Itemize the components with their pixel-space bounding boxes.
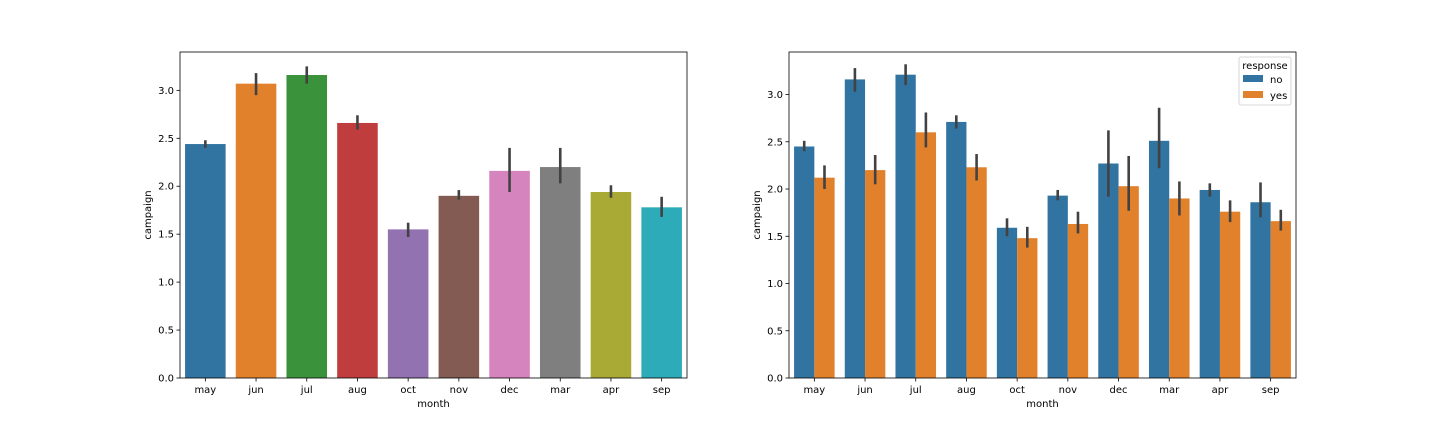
bar-yes-sep xyxy=(1270,221,1291,378)
bar-dec xyxy=(489,170,530,378)
bar-group xyxy=(185,75,682,378)
legend: response no yes xyxy=(1238,56,1292,106)
y-tick-label: 3.0 xyxy=(767,90,783,101)
bar-yes-dec xyxy=(1118,186,1139,378)
error-bar-group xyxy=(802,64,1283,248)
y-tick-label: 1.0 xyxy=(767,279,783,290)
x-tick-label: jun xyxy=(247,385,263,396)
bar-oct xyxy=(387,229,429,378)
error-bar-group xyxy=(204,66,663,238)
bar-no-mar xyxy=(1148,140,1170,378)
bar-yes-apr xyxy=(1219,211,1241,378)
bar-yes-may xyxy=(814,177,835,378)
x-axis-ticks: may jun jul aug oct nov dec mar apr sep xyxy=(194,378,671,396)
y-tick-label: 0.0 xyxy=(767,374,783,385)
x-tick-label: nov xyxy=(450,385,468,396)
chart-campaign-by-month-and-response: 0.0 0.5 1.0 1.5 2.0 2.5 3.0 may jun jul aug oct nov… xyxy=(752,51,1297,410)
y-tick-label: 2.5 xyxy=(767,137,783,148)
plot-frame xyxy=(179,51,688,379)
x-tick-label: may xyxy=(194,385,216,396)
plot-frame xyxy=(788,51,1297,379)
legend-swatch-no xyxy=(1243,75,1263,82)
bar-no-jul xyxy=(895,74,916,379)
bar-yes-mar xyxy=(1169,198,1190,378)
y-tick-label: 0.5 xyxy=(158,326,174,337)
y-tick-label: 1.5 xyxy=(158,230,174,241)
bar-jun xyxy=(235,83,277,378)
bar-yes-jul xyxy=(915,132,937,378)
y-axis-label: campaign xyxy=(143,190,154,239)
y-axis-ticks: 0.0 0.5 1.0 1.5 2.0 2.5 3.0 xyxy=(767,90,789,385)
bar-no-aug xyxy=(946,121,967,379)
x-tick-label: apr xyxy=(1212,385,1229,396)
x-tick-label: may xyxy=(803,385,825,396)
y-axis-label: campaign xyxy=(752,190,763,239)
y-tick-label: 2.0 xyxy=(767,185,783,196)
legend-title: response xyxy=(1242,61,1287,72)
bar-no-dec xyxy=(1098,163,1119,378)
y-tick-label: 2.0 xyxy=(158,182,174,193)
y-axis-ticks: 0.0 0.5 1.0 1.5 2.0 2.5 3.0 xyxy=(158,86,180,385)
bar-apr xyxy=(590,191,632,378)
x-tick-label: jul xyxy=(300,385,313,396)
x-tick-label: sep xyxy=(653,385,671,396)
x-tick-label: sep xyxy=(1262,385,1280,396)
y-tick-label: 1.5 xyxy=(767,232,783,243)
bar-group xyxy=(794,74,1291,379)
bar-may xyxy=(185,144,226,378)
x-axis-ticks: may jun jul aug oct nov dec mar apr sep xyxy=(803,378,1280,396)
y-tick-label: 0.0 xyxy=(158,374,174,385)
x-tick-label: mar xyxy=(1159,385,1180,396)
bar-no-may xyxy=(794,146,815,378)
legend-label-yes: yes xyxy=(1270,91,1287,102)
y-tick-label: 1.0 xyxy=(158,278,174,289)
x-axis-label: month xyxy=(1026,399,1058,410)
bar-yes-oct xyxy=(1017,238,1038,378)
legend-swatch-yes xyxy=(1243,91,1263,98)
y-tick-label: 3.0 xyxy=(158,86,174,97)
y-tick-label: 0.5 xyxy=(767,326,783,337)
x-tick-label: aug xyxy=(348,385,367,396)
x-tick-label: jul xyxy=(909,385,922,396)
x-tick-label: oct xyxy=(400,385,416,396)
chart-campaign-by-month: 0.0 0.5 1.0 1.5 2.0 2.5 3.0 may jun jul aug oct nov… xyxy=(143,51,688,410)
bar-nov xyxy=(438,195,480,378)
bar-sep xyxy=(641,207,682,378)
bar-aug xyxy=(337,122,378,378)
bar-jul xyxy=(286,75,328,378)
bar-yes-jun xyxy=(865,170,886,378)
x-tick-label: aug xyxy=(957,385,976,396)
bar-no-sep xyxy=(1250,202,1271,378)
x-tick-label: dec xyxy=(1110,385,1128,396)
bar-no-jun xyxy=(844,79,866,379)
y-tick-label: 2.5 xyxy=(158,134,174,145)
x-tick-label: mar xyxy=(550,385,571,396)
x-axis-label: month xyxy=(417,399,449,410)
legend-label-no: no xyxy=(1270,75,1282,86)
x-tick-label: jun xyxy=(856,385,872,396)
x-tick-label: dec xyxy=(501,385,519,396)
bar-mar xyxy=(539,167,581,378)
x-tick-label: apr xyxy=(603,385,620,396)
x-tick-label: nov xyxy=(1059,385,1077,396)
x-tick-label: oct xyxy=(1009,385,1025,396)
bar-no-apr xyxy=(1199,189,1220,378)
bar-no-nov xyxy=(1047,195,1068,378)
bar-yes-nov xyxy=(1067,223,1089,378)
bar-no-oct xyxy=(996,227,1018,378)
bar-yes-aug xyxy=(966,167,987,378)
